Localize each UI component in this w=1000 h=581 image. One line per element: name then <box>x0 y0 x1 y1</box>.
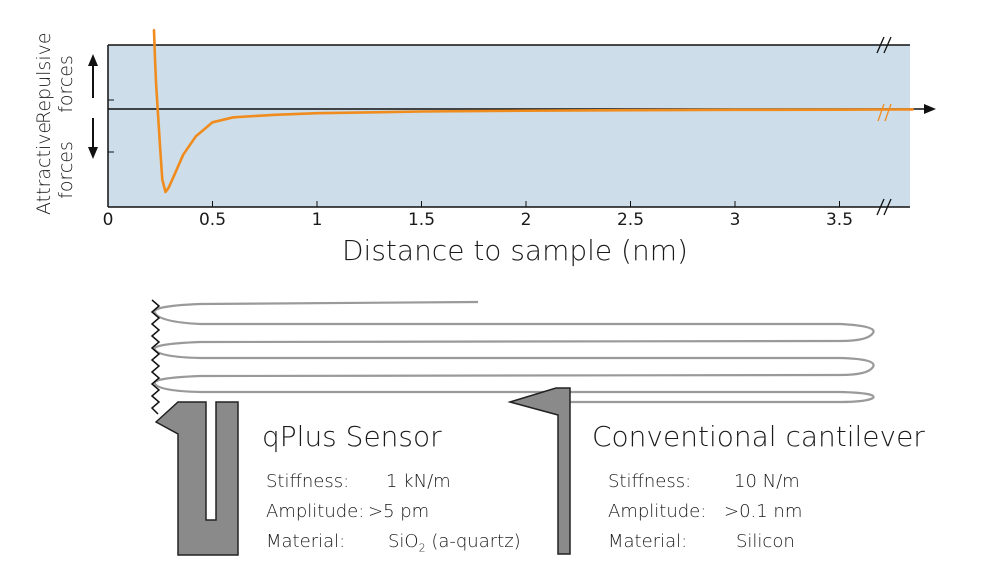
sample-surface-zigzag <box>150 299 161 415</box>
y-label-attractive: Attractive forces <box>33 121 77 215</box>
conventional-amplitude-value: >0.1 nm <box>724 501 803 522</box>
repulsive-arrow <box>88 54 98 98</box>
qplus-sensor-shape <box>154 401 239 556</box>
qplus-stiffness-value: 1 kN/m <box>386 471 451 492</box>
axis-break-marks <box>876 36 892 216</box>
attractive-arrow <box>88 118 98 159</box>
qplus-amplitude-value: >5 pm <box>368 501 430 522</box>
x-axis-arrowhead <box>924 104 936 114</box>
conventional-stiffness-value: 10 N/m <box>734 471 800 492</box>
x-tick-label: 0 <box>103 210 114 230</box>
conventional-material-label: Material: <box>608 531 688 552</box>
conventional-amplitude-label: Amplitude: <box>608 501 707 522</box>
conventional-stiffness-label: Stiffness: <box>608 471 692 492</box>
x-tick-label: 1 <box>312 210 323 230</box>
curve-break-marks <box>877 103 892 122</box>
qplus-title: qPlus Sensor <box>262 420 442 453</box>
oscillation-trace <box>153 300 875 404</box>
x-tick-label: 0.5 <box>199 210 226 230</box>
qplus-material-value: SiO2 (a-quartz) <box>388 531 521 555</box>
x-tick-label: 2 <box>521 210 532 230</box>
x-tick-label: 3 <box>730 210 741 230</box>
x-tick-label: 1.5 <box>408 210 435 230</box>
x-axis-label: Distance to sample (nm) <box>342 234 688 267</box>
conventional-title: Conventional cantilever <box>592 420 925 453</box>
x-tick-label: 2.5 <box>617 210 644 230</box>
force-curve <box>152 28 914 194</box>
qplus-amplitude-label: Amplitude: <box>266 501 365 522</box>
cantilever-shape <box>507 387 571 555</box>
x-tick-label: 3.5 <box>826 210 853 230</box>
conventional-material-value: Silicon <box>736 531 795 552</box>
qplus-material-label: Material: <box>266 531 346 552</box>
plot-area <box>108 45 910 207</box>
qplus-stiffness-label: Stiffness: <box>266 471 350 492</box>
